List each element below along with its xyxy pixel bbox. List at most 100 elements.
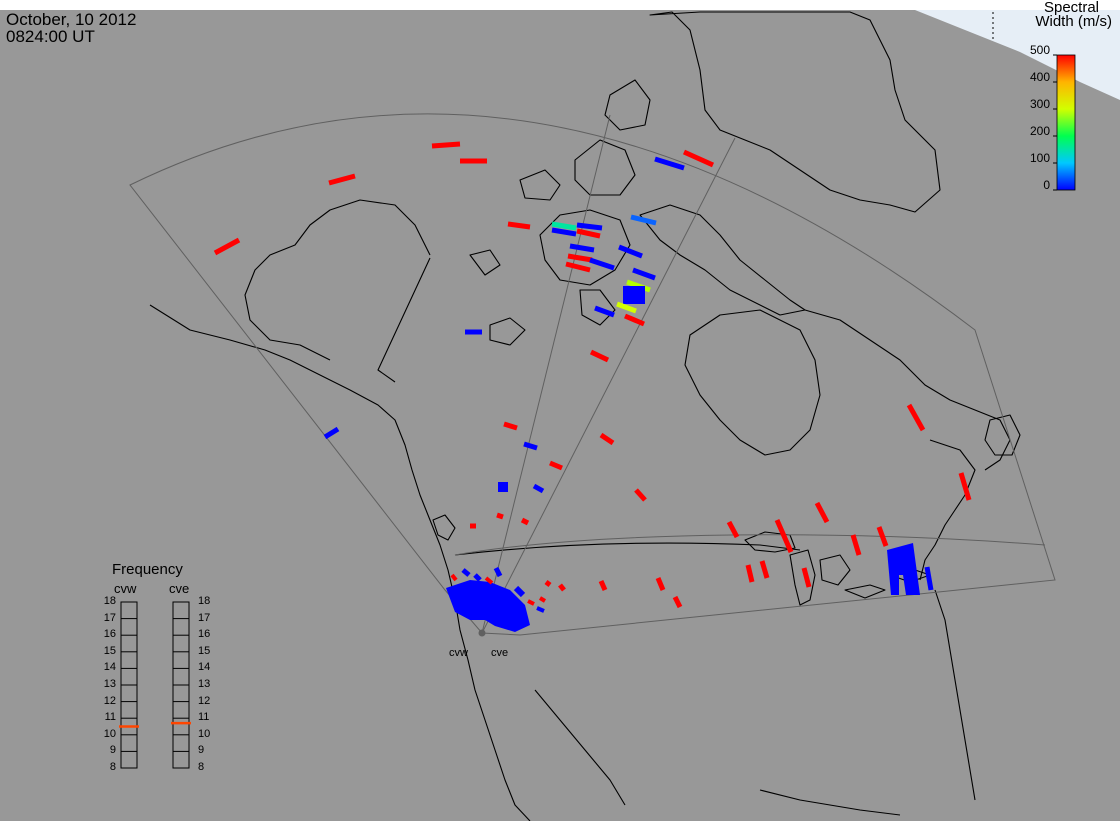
- radar-site-cvw: [478, 629, 486, 637]
- frequency-tick-right: 13: [198, 678, 211, 690]
- echo-cell: [565, 261, 591, 273]
- colorbar-ticks: [1053, 54, 1057, 191]
- echo-cell: [532, 483, 545, 494]
- echo-cell: [814, 501, 830, 524]
- coastlines: [149, 11, 1021, 821]
- echo-cell: [507, 221, 531, 230]
- frequency-label-cvw: cvw: [114, 581, 137, 596]
- echo-cell: [672, 595, 683, 609]
- echo-cell: [682, 149, 715, 168]
- echo-cell: [576, 228, 601, 239]
- echo-cell: [496, 512, 504, 520]
- echo-cell: [589, 349, 610, 363]
- echo-cell: [618, 244, 643, 259]
- echo-cell: [589, 257, 615, 271]
- echo-cell: [323, 426, 340, 440]
- frequency-tick-left: 18: [103, 595, 116, 607]
- echo-cell: [213, 237, 241, 256]
- echo-cell: [726, 520, 740, 539]
- frequency-grid: [121, 601, 189, 769]
- radar-label-cve: cve: [491, 647, 509, 659]
- echo-cell: [599, 432, 615, 446]
- echo-cell: [630, 214, 657, 226]
- echo-cell: [484, 576, 494, 585]
- frequency-title: Frequency: [112, 561, 183, 578]
- echo-cell: [513, 585, 526, 598]
- echo-cell: [634, 488, 647, 502]
- echo-cell: [549, 460, 563, 471]
- echo-cell: [538, 596, 547, 603]
- echo-cell: [503, 421, 518, 431]
- frequency-tick-right: 17: [198, 611, 211, 624]
- echo-cell: [473, 573, 482, 582]
- echo-cell: [924, 566, 934, 591]
- colorbar-tick: 100: [1029, 151, 1050, 165]
- frequency-tick-right: 15: [198, 644, 211, 657]
- colorbar-title-line2: Width (m/s): [1035, 13, 1112, 30]
- colorbar-tick: 400: [1029, 70, 1050, 84]
- echo-cell: [745, 564, 755, 583]
- frequency-tick-left: 16: [103, 628, 116, 641]
- echo-cell: [567, 253, 593, 263]
- echo-cell: [493, 566, 503, 578]
- echo-cell: [450, 573, 458, 582]
- echo-cell: [576, 222, 603, 231]
- echo-cell: [446, 580, 530, 632]
- frequency-tick-left: 17: [103, 611, 116, 624]
- fov-outer-boundary: [129, 113, 1056, 636]
- echo-cell: [876, 526, 889, 547]
- echo-cell: [623, 286, 645, 304]
- top-border: [0, 0, 1120, 10]
- colorbar-title-line1: Spectral: [1043, 0, 1099, 16]
- frequency-tick-right: 14: [198, 661, 211, 674]
- frequency-tick-right: 12: [198, 694, 211, 707]
- colorbar-tick: 300: [1029, 97, 1050, 111]
- echo-cell: [536, 606, 545, 613]
- echo-cell: [906, 403, 926, 432]
- echo-cell: [654, 156, 685, 171]
- echo-cell: [551, 221, 577, 231]
- echo-cell: [624, 313, 645, 327]
- echo-cell: [801, 567, 812, 588]
- echo-cell: [632, 267, 656, 281]
- frequency-tick-left: 11: [104, 711, 116, 724]
- frequency-tick-left: 9: [109, 744, 116, 757]
- echo-cell: [594, 305, 615, 318]
- frequency-tick-left: 14: [103, 661, 116, 674]
- echo-cell: [523, 441, 538, 451]
- frequency-tick-right: 9: [198, 744, 205, 757]
- frequency-tick-left: 13: [103, 678, 116, 690]
- frequency-tick-left: 10: [103, 727, 116, 740]
- echo-cell: [527, 599, 535, 606]
- radar-label-cvw: cvw: [449, 647, 468, 659]
- fov-beam-divider-east: [481, 137, 736, 634]
- frequency-tick-left: 8: [109, 761, 116, 773]
- echo-cell: [328, 173, 356, 186]
- colorbar-tick: 500: [1029, 43, 1050, 57]
- echo-cell: [461, 568, 471, 577]
- polar-cap-region: [915, 10, 1120, 100]
- echo-cell: [431, 141, 461, 149]
- echo-cell: [616, 301, 637, 314]
- frequency-tick-left: 12: [103, 694, 116, 707]
- echo-cell: [598, 579, 608, 592]
- frequency-tick-left: 15: [103, 644, 116, 657]
- echo-cell: [544, 580, 552, 587]
- echo-cell: [774, 518, 794, 554]
- echo-cell: [655, 577, 666, 591]
- date-label: October, 10 2012: [6, 10, 137, 29]
- echo-cell: [520, 517, 530, 526]
- echo-cell: [887, 543, 920, 595]
- frequency-tick-right: 8: [198, 761, 205, 773]
- frequency-label-cve: cve: [169, 581, 190, 596]
- colorbar-tick: 200: [1029, 124, 1050, 138]
- radar-echoes: [213, 141, 972, 632]
- frequency-tick-right: 18: [198, 595, 211, 607]
- echo-cell: [558, 583, 566, 592]
- frequency-tick-right: 16: [198, 628, 211, 641]
- fov-beam-divider-west: [481, 114, 611, 634]
- colorbar-gradient: [1056, 54, 1076, 191]
- echo-cell: [850, 534, 862, 556]
- echo-cell: [569, 243, 595, 253]
